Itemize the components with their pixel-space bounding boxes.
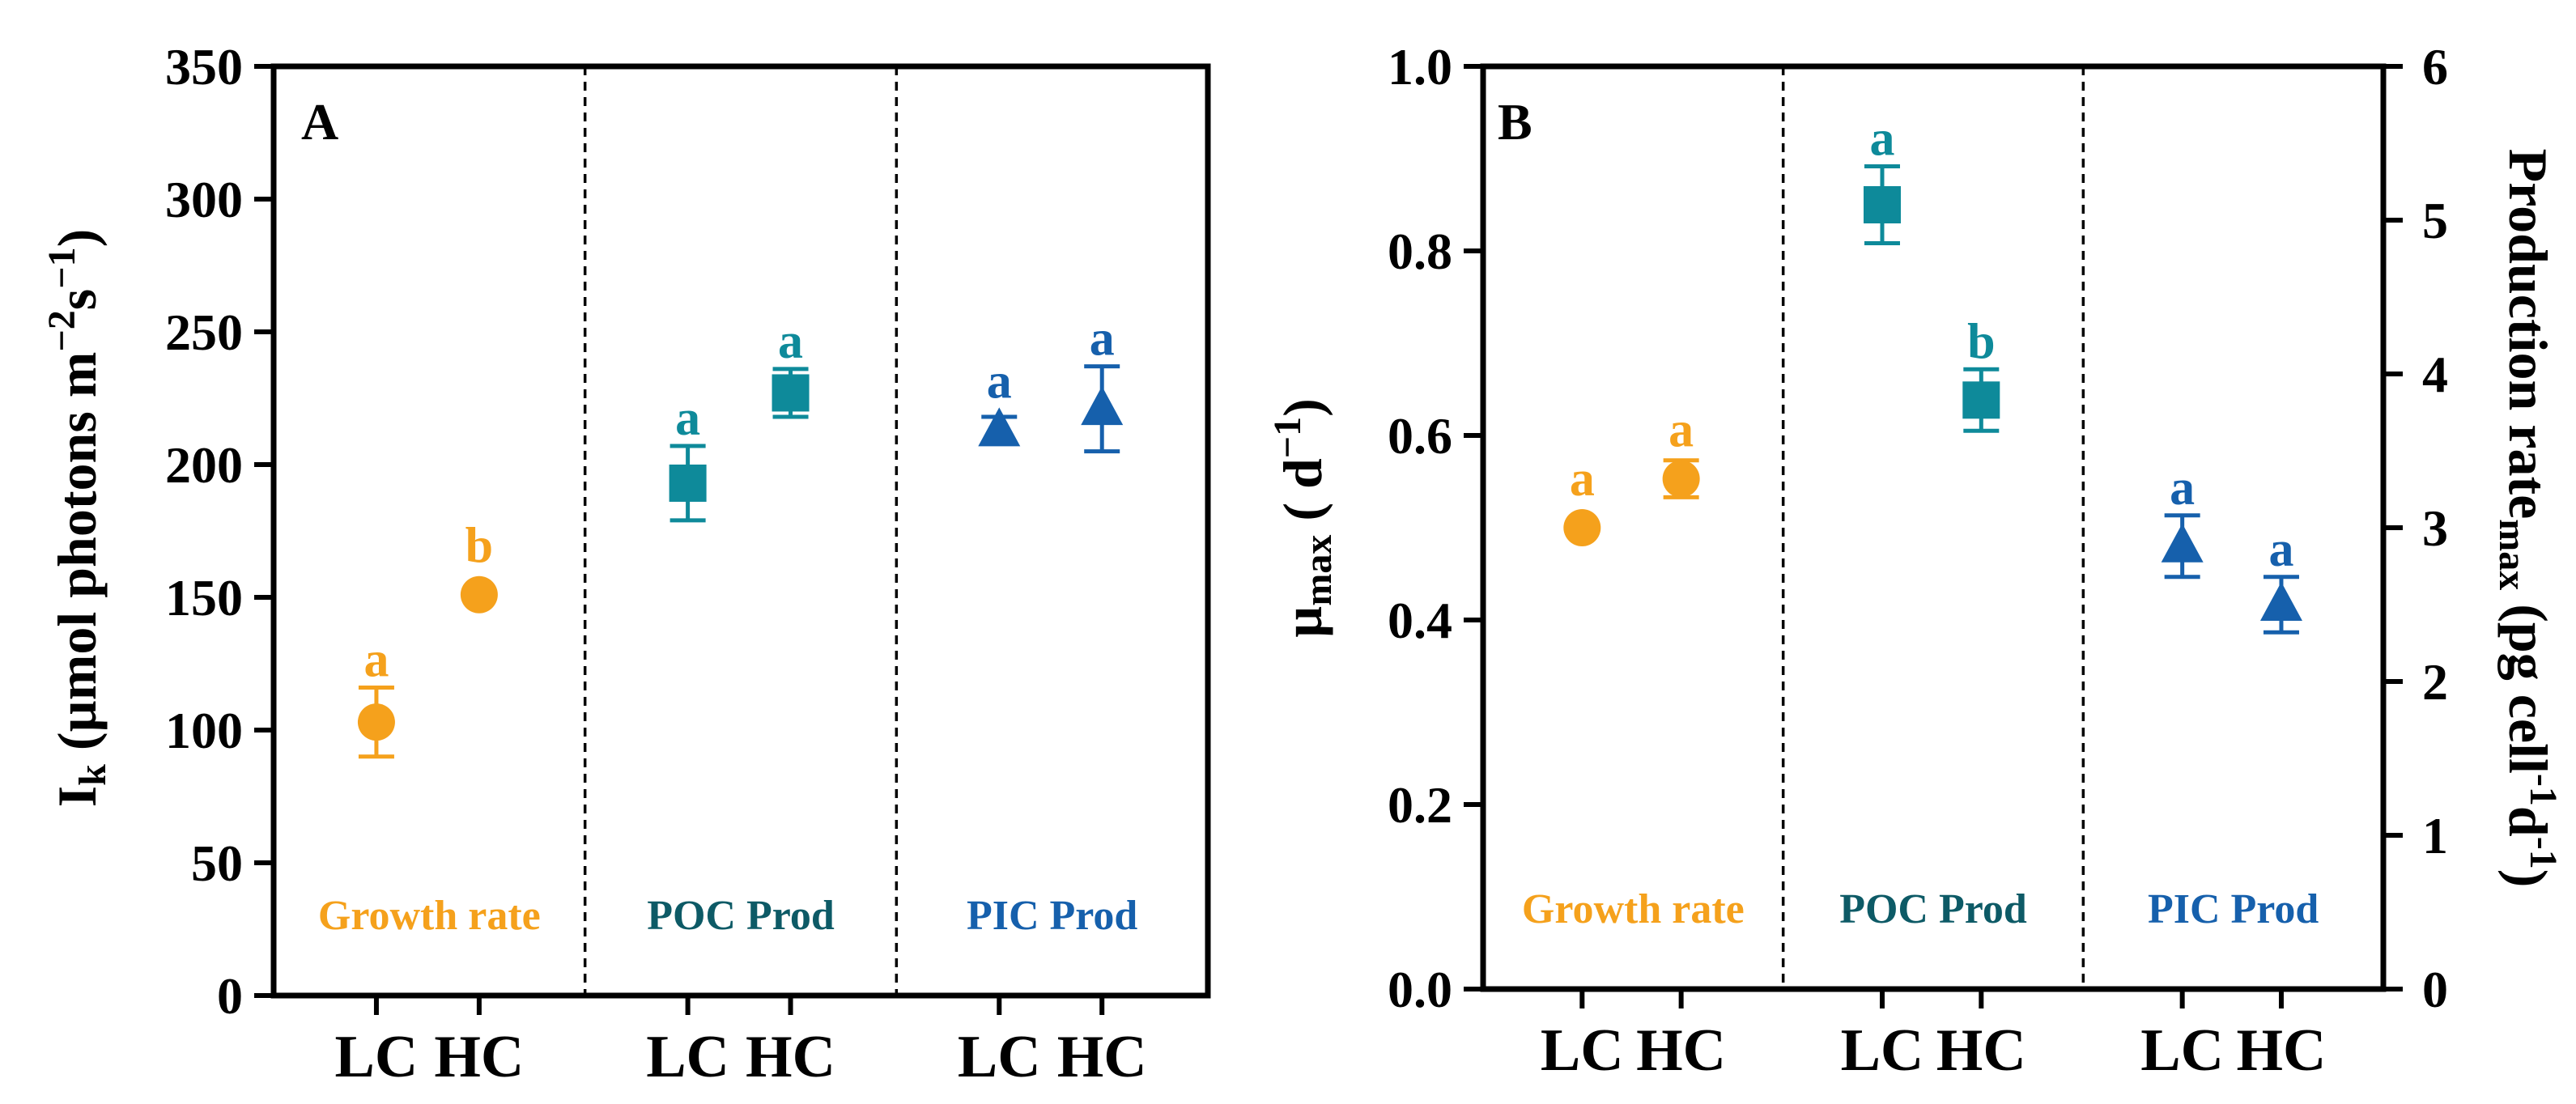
- group-label: Growth rate: [318, 893, 541, 939]
- axis-title-part: ): [2497, 869, 2559, 888]
- y-tick-label: 0.8: [1388, 223, 1452, 280]
- y-tick-label: 50: [191, 834, 243, 892]
- significance-letter: b: [465, 519, 493, 574]
- axis-title-part: k: [71, 764, 114, 786]
- significance-letter: a: [2170, 461, 2195, 516]
- plot-frame: [270, 63, 1211, 999]
- significance-letter: a: [1869, 112, 1894, 167]
- axis-title-part: µ: [1272, 606, 1333, 638]
- panel-a: 0 50 100 150 200 250 300 350 Growth rate LC a HC b PO…: [40, 38, 1211, 1090]
- y-right-tick-label: 0: [2422, 961, 2448, 1018]
- axis-title-part: −1: [40, 247, 83, 288]
- axis-title-part: ( d: [1272, 458, 1333, 535]
- data-point-circle: [357, 703, 395, 741]
- data-point-square: [1863, 186, 1901, 223]
- axis-title-part: s: [46, 289, 108, 310]
- significance-letter: a: [778, 314, 803, 369]
- axis-title-part: d: [2497, 806, 2559, 837]
- y-right-tick-label: 4: [2422, 346, 2448, 403]
- data-point-triangle: [2161, 523, 2204, 563]
- y-tick-label: 0.2: [1388, 776, 1452, 834]
- group-label: Growth rate: [1522, 886, 1745, 932]
- significance-letter: a: [1570, 452, 1595, 507]
- x-category-label: LC: [646, 1024, 729, 1090]
- axis-title-part: ): [1272, 398, 1333, 417]
- x-category-label: HC: [1057, 1024, 1147, 1090]
- y-axis-title-right: Production ratemax (pg cell-1d-1): [2491, 149, 2565, 888]
- y-right-tick-label: 2: [2422, 653, 2448, 711]
- x-category-label: LC: [1541, 1017, 1624, 1084]
- significance-letter: a: [675, 391, 700, 446]
- x-category-label: HC: [2236, 1017, 2326, 1084]
- axis-title-part: Production rate: [2497, 149, 2559, 520]
- axis-title-part: (pg cell: [2497, 590, 2559, 774]
- y-right-tick-label: 3: [2422, 499, 2448, 557]
- y-tick-label: 200: [165, 436, 243, 494]
- group-label: PIC Prod: [967, 893, 1137, 939]
- x-category-label: LC: [958, 1024, 1041, 1090]
- y-axis-title: Ik (µmol photons m−2s−1): [40, 229, 114, 808]
- y-tick-label: 1.0: [1388, 38, 1452, 96]
- y-right-tick-label: 6: [2422, 38, 2448, 96]
- data-point-square: [1962, 381, 2000, 419]
- y-right-tick-label: 5: [2422, 192, 2448, 249]
- significance-letter: a: [363, 633, 389, 688]
- group-label: POC Prod: [647, 893, 835, 939]
- panel-letter: B: [1498, 93, 1532, 151]
- data-point-square: [669, 464, 707, 502]
- significance-letter: a: [987, 354, 1012, 409]
- axis-title-part: ): [46, 229, 108, 248]
- panel-b: 0.0 0.2 0.4 0.6 0.8 1.0 0 1 2 3 4 5 6 Growth rate LC a H…: [1266, 38, 2565, 1084]
- y-axis-title: µmax ( d−1): [1266, 398, 1340, 638]
- y-tick-label: 0.6: [1388, 407, 1452, 465]
- x-category-label: HC: [1936, 1017, 2026, 1084]
- y-tick-label: 300: [165, 171, 243, 228]
- data-point-circle: [1662, 460, 1700, 498]
- significance-letter: a: [1090, 312, 1115, 367]
- y-tick-label: 150: [165, 569, 243, 626]
- axis-title-part: max: [1297, 535, 1340, 606]
- data-point-square: [772, 374, 810, 412]
- axis-title-part: −1: [1266, 417, 1309, 458]
- group-label: POC Prod: [1839, 886, 2027, 932]
- data-point-triangle: [978, 407, 1021, 447]
- data-point-circle: [1563, 509, 1601, 546]
- x-category-label: HC: [746, 1024, 835, 1090]
- y-tick-label: 0.4: [1388, 592, 1452, 649]
- x-category-label: LC: [1841, 1017, 1924, 1084]
- y-tick-label: 0: [217, 967, 243, 1025]
- axis-title-part: (µmol photons m: [46, 352, 108, 765]
- data-point-triangle: [1081, 386, 1124, 426]
- y-tick-label: 100: [165, 702, 243, 759]
- x-category-label: HC: [1636, 1017, 1726, 1084]
- y-tick-label: 350: [165, 38, 243, 96]
- group-label: PIC Prod: [2148, 886, 2319, 932]
- data-point-circle: [460, 575, 498, 614]
- significance-letter: a: [2268, 522, 2293, 577]
- y-tick-label: 0.0: [1388, 961, 1452, 1018]
- axis-title-part: -1: [2522, 837, 2565, 869]
- panel-letter: A: [301, 93, 338, 151]
- data-point-triangle: [2259, 582, 2302, 621]
- x-category-label: LC: [335, 1024, 419, 1090]
- significance-letter: b: [1967, 314, 1995, 369]
- axis-title-part: -1: [2522, 774, 2565, 806]
- plot-frame: [1480, 63, 2387, 992]
- x-category-label: LC: [2140, 1017, 2224, 1084]
- y-right-tick-label: 1: [2422, 807, 2448, 864]
- axis-title-part: I: [46, 786, 108, 807]
- significance-letter: a: [1668, 403, 1694, 458]
- x-category-label: HC: [434, 1024, 524, 1090]
- axis-title-part: max: [2491, 519, 2534, 590]
- y-tick-label: 250: [165, 304, 243, 361]
- axis-title-part: −2: [40, 310, 83, 351]
